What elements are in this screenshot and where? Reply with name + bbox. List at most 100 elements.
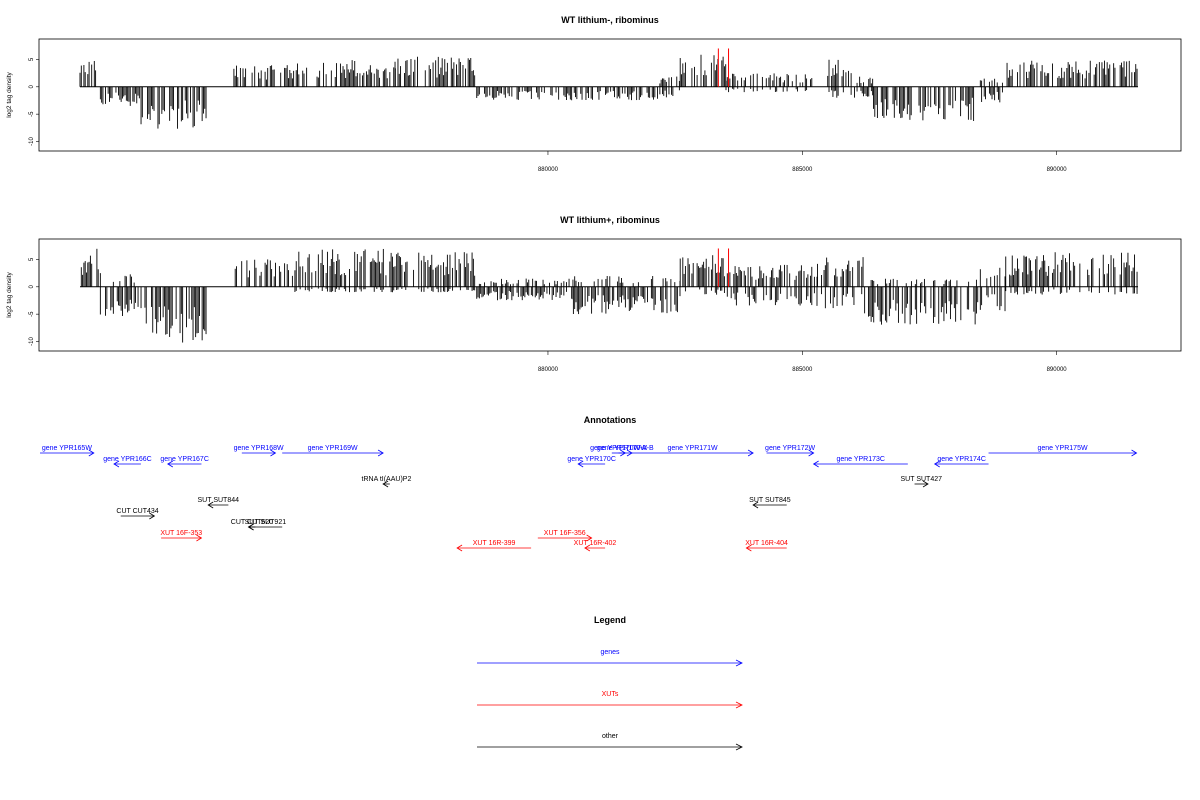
feature-arrowhead: [808, 449, 815, 457]
feature-label: gene YPR172W: [765, 445, 815, 452]
y-tick-label: 5: [29, 257, 35, 261]
feature-arrowhead: [922, 480, 929, 488]
annotation-gene-ypr172w: gene YPR172W: [765, 445, 816, 457]
annotation-gene-ypr170w-b: gene YPR170W-B: [597, 445, 654, 457]
annotation-gene-ypr166c: gene YPR166C: [103, 456, 152, 468]
legend-item-other: other: [477, 733, 743, 751]
annotation-xut-16f-353: XUT 16F-353: [160, 530, 203, 542]
annotation-gene-ypr174c: gene YPR174C: [933, 456, 989, 468]
feature-label: gene YPR174C: [937, 456, 986, 463]
feature-label: XUT 16R-402: [574, 540, 617, 547]
feature-label: gene YPR169W: [308, 445, 358, 452]
feature-label: XUT 16R-399: [473, 540, 516, 547]
annotation-gene-ypr173c: gene YPR173C: [812, 456, 908, 468]
annotation-xut-16r-404: XUT 16R-404: [745, 540, 788, 552]
legend-arrowhead: [735, 659, 743, 667]
feature-label: gene YPR170C: [567, 456, 616, 463]
legend-item-genes: genes: [477, 649, 743, 667]
feature-arrowhead: [382, 480, 389, 488]
feature-label: gene YPR170W-A: [590, 445, 647, 452]
legend-label: genes: [600, 649, 620, 656]
legend: Legend genes XUTs other: [477, 615, 743, 751]
feature-label: SUT SUT844: [198, 497, 240, 504]
annotation-xut-16f-356: XUT 16F-356: [537, 530, 593, 542]
x-tick-label: 880000: [538, 367, 559, 373]
coverage-panel-lithium-plus: WT lithium+, ribominus log2 tag density …: [6, 215, 1182, 373]
annotation-sut-sut427: SUT SUT427: [901, 476, 943, 488]
legend-arrowhead: [735, 701, 743, 709]
coverage-bars: [80, 248, 1138, 343]
annotation-xut-16r-399: XUT 16R-399: [456, 540, 532, 552]
y-tick-label: 0: [29, 284, 35, 288]
y-tick-label: -5: [29, 111, 35, 117]
legend-label: other: [602, 733, 619, 740]
feature-arrowhead: [577, 460, 584, 468]
feature-label: gene YPR173C: [836, 456, 885, 463]
annotation-gene-ypr175w: gene YPR175W: [988, 445, 1138, 457]
x-tick-label: 890000: [1047, 367, 1068, 373]
legend-items: genes XUTs other: [477, 649, 743, 751]
feature-label: SUT SUT921: [245, 519, 287, 526]
feature-arrowhead: [167, 460, 174, 468]
y-axis-label: log2 tag density: [6, 71, 13, 117]
annotation-features: gene YPR165W gene YPR166C gene YPR167C gene…: [40, 445, 1138, 552]
annotation-sut-sut845: SUT SUT845: [749, 497, 791, 509]
feature-label: gene YPR165W: [42, 445, 92, 452]
feature-label: CUT CUT434: [116, 508, 158, 515]
coverage-bars: [79, 48, 1138, 129]
annotations-title: Annotations: [584, 415, 637, 425]
annotation-gene-ypr168w: gene YPR168W: [234, 445, 284, 457]
feature-arrowhead: [752, 501, 759, 509]
feature-arrowhead: [747, 449, 754, 457]
coverage-panel-lithium-minus: WT lithium-, ribominus log2 tag density …: [6, 15, 1182, 173]
y-tick-label: -10: [29, 137, 35, 146]
legend-label: XUTs: [602, 691, 619, 698]
feature-arrowhead: [207, 501, 214, 509]
x-tick-label: 890000: [1047, 167, 1068, 173]
feature-arrowhead: [377, 449, 384, 457]
feature-arrowhead: [196, 534, 203, 542]
y-tick-label: 0: [29, 84, 35, 88]
feature-label: SUT SUT427: [901, 476, 943, 483]
annotation-gene-ypr165w: gene YPR165W: [40, 445, 95, 457]
feature-arrowhead: [586, 534, 593, 542]
annotation-gene-ypr170c: gene YPR170C: [567, 456, 616, 468]
feature-label: tRNA tI(AAU)P2: [362, 476, 412, 483]
x-tick-label: 885000: [792, 167, 813, 173]
feature-label: CUT CUT620: [231, 519, 273, 526]
feature-arrowhead: [270, 449, 277, 457]
plot-frame: [38, 38, 1182, 152]
feature-label: gene YPR170W-B: [597, 445, 654, 452]
feature-arrowhead: [1131, 449, 1138, 457]
legend-item-xuts: XUTs: [477, 691, 743, 709]
feature-arrowhead: [113, 460, 120, 468]
feature-arrowhead: [812, 460, 819, 468]
feature-label: gene YPR171W: [668, 445, 718, 452]
y-tick-label: -5: [29, 311, 35, 317]
feature-label: XUT 16F-353: [160, 530, 202, 537]
axes: 5 0 -5 -10 880000 885000 890000: [29, 257, 1067, 373]
x-tick-label: 885000: [792, 367, 813, 373]
panel-title: WT lithium+, ribominus: [560, 215, 660, 225]
annotation-sut-sut921: SUT SUT921: [245, 519, 287, 531]
feature-label: XUT 16R-404: [745, 540, 788, 547]
y-tick-label: -10: [29, 337, 35, 346]
feature-arrowhead: [584, 544, 591, 552]
axes: 5 0 -5 -10 880000 885000 890000: [29, 57, 1067, 173]
feature-label: gene YPR167C: [160, 456, 209, 463]
feature-label: gene YPR175W: [1038, 445, 1088, 452]
legend-arrowhead: [735, 743, 743, 751]
feature-label: SUT SUT845: [749, 497, 791, 504]
feature-arrowhead: [149, 512, 156, 520]
annotation-gene-ypr167c: gene YPR167C: [160, 456, 209, 468]
feature-label: XUT 16F-356: [544, 530, 586, 537]
feature-arrowhead: [247, 523, 254, 531]
y-axis-label: log2 tag density: [6, 271, 13, 317]
annotation-cut-cut434: CUT CUT434: [116, 508, 159, 520]
y-tick-label: 5: [29, 57, 35, 61]
feature-label: gene YPR166C: [103, 456, 152, 463]
annotation-gene-ypr169w: gene YPR169W: [282, 445, 384, 457]
legend-title: Legend: [594, 615, 626, 625]
